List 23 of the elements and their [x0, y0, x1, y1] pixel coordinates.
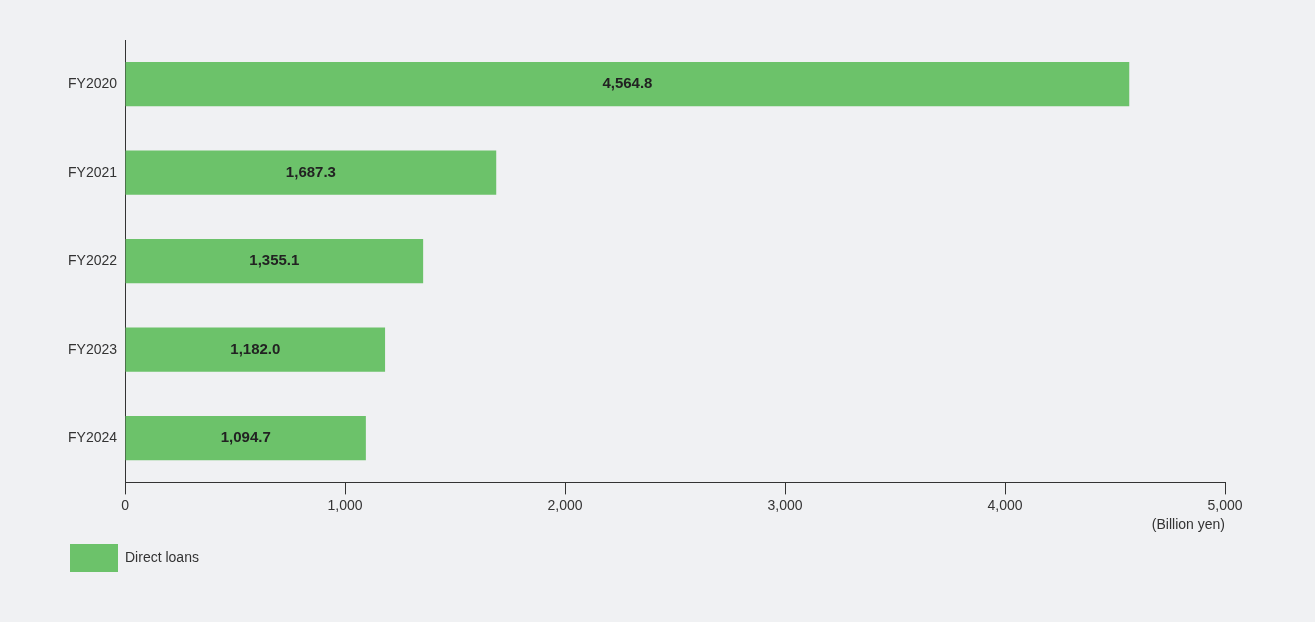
text: 1,094.7 [220, 428, 271, 446]
text: 4,564.8 [602, 74, 653, 92]
x-tick-label: 5,000 [1207, 496, 1243, 513]
bar [125, 62, 1130, 107]
x-tick-label: 1,000 [327, 496, 363, 513]
x-tick-label: 4,000 [987, 496, 1023, 513]
y-tick-label: FY2022 [67, 252, 118, 269]
text: 1,182.0 [230, 339, 281, 357]
bar [125, 150, 497, 195]
x-axis-title: (Billion yen) [1151, 516, 1225, 533]
text: 1,687.3 [285, 162, 336, 180]
x-tick-label: 0 [121, 496, 130, 513]
x-tick-label: 2,000 [547, 496, 583, 513]
y-tick-label: FY2023 [67, 340, 118, 357]
y-tick-label: FY2024 [67, 429, 118, 446]
y-tick-label: FY2021 [67, 163, 118, 180]
y-tick-label: FY2020 [67, 75, 118, 92]
text: 1,355.1 [249, 251, 300, 269]
bar [125, 327, 386, 372]
legend-label: Direct loans [125, 548, 199, 565]
bar [125, 239, 424, 284]
x-tick-label: 3,000 [767, 496, 803, 513]
bar [125, 416, 366, 461]
